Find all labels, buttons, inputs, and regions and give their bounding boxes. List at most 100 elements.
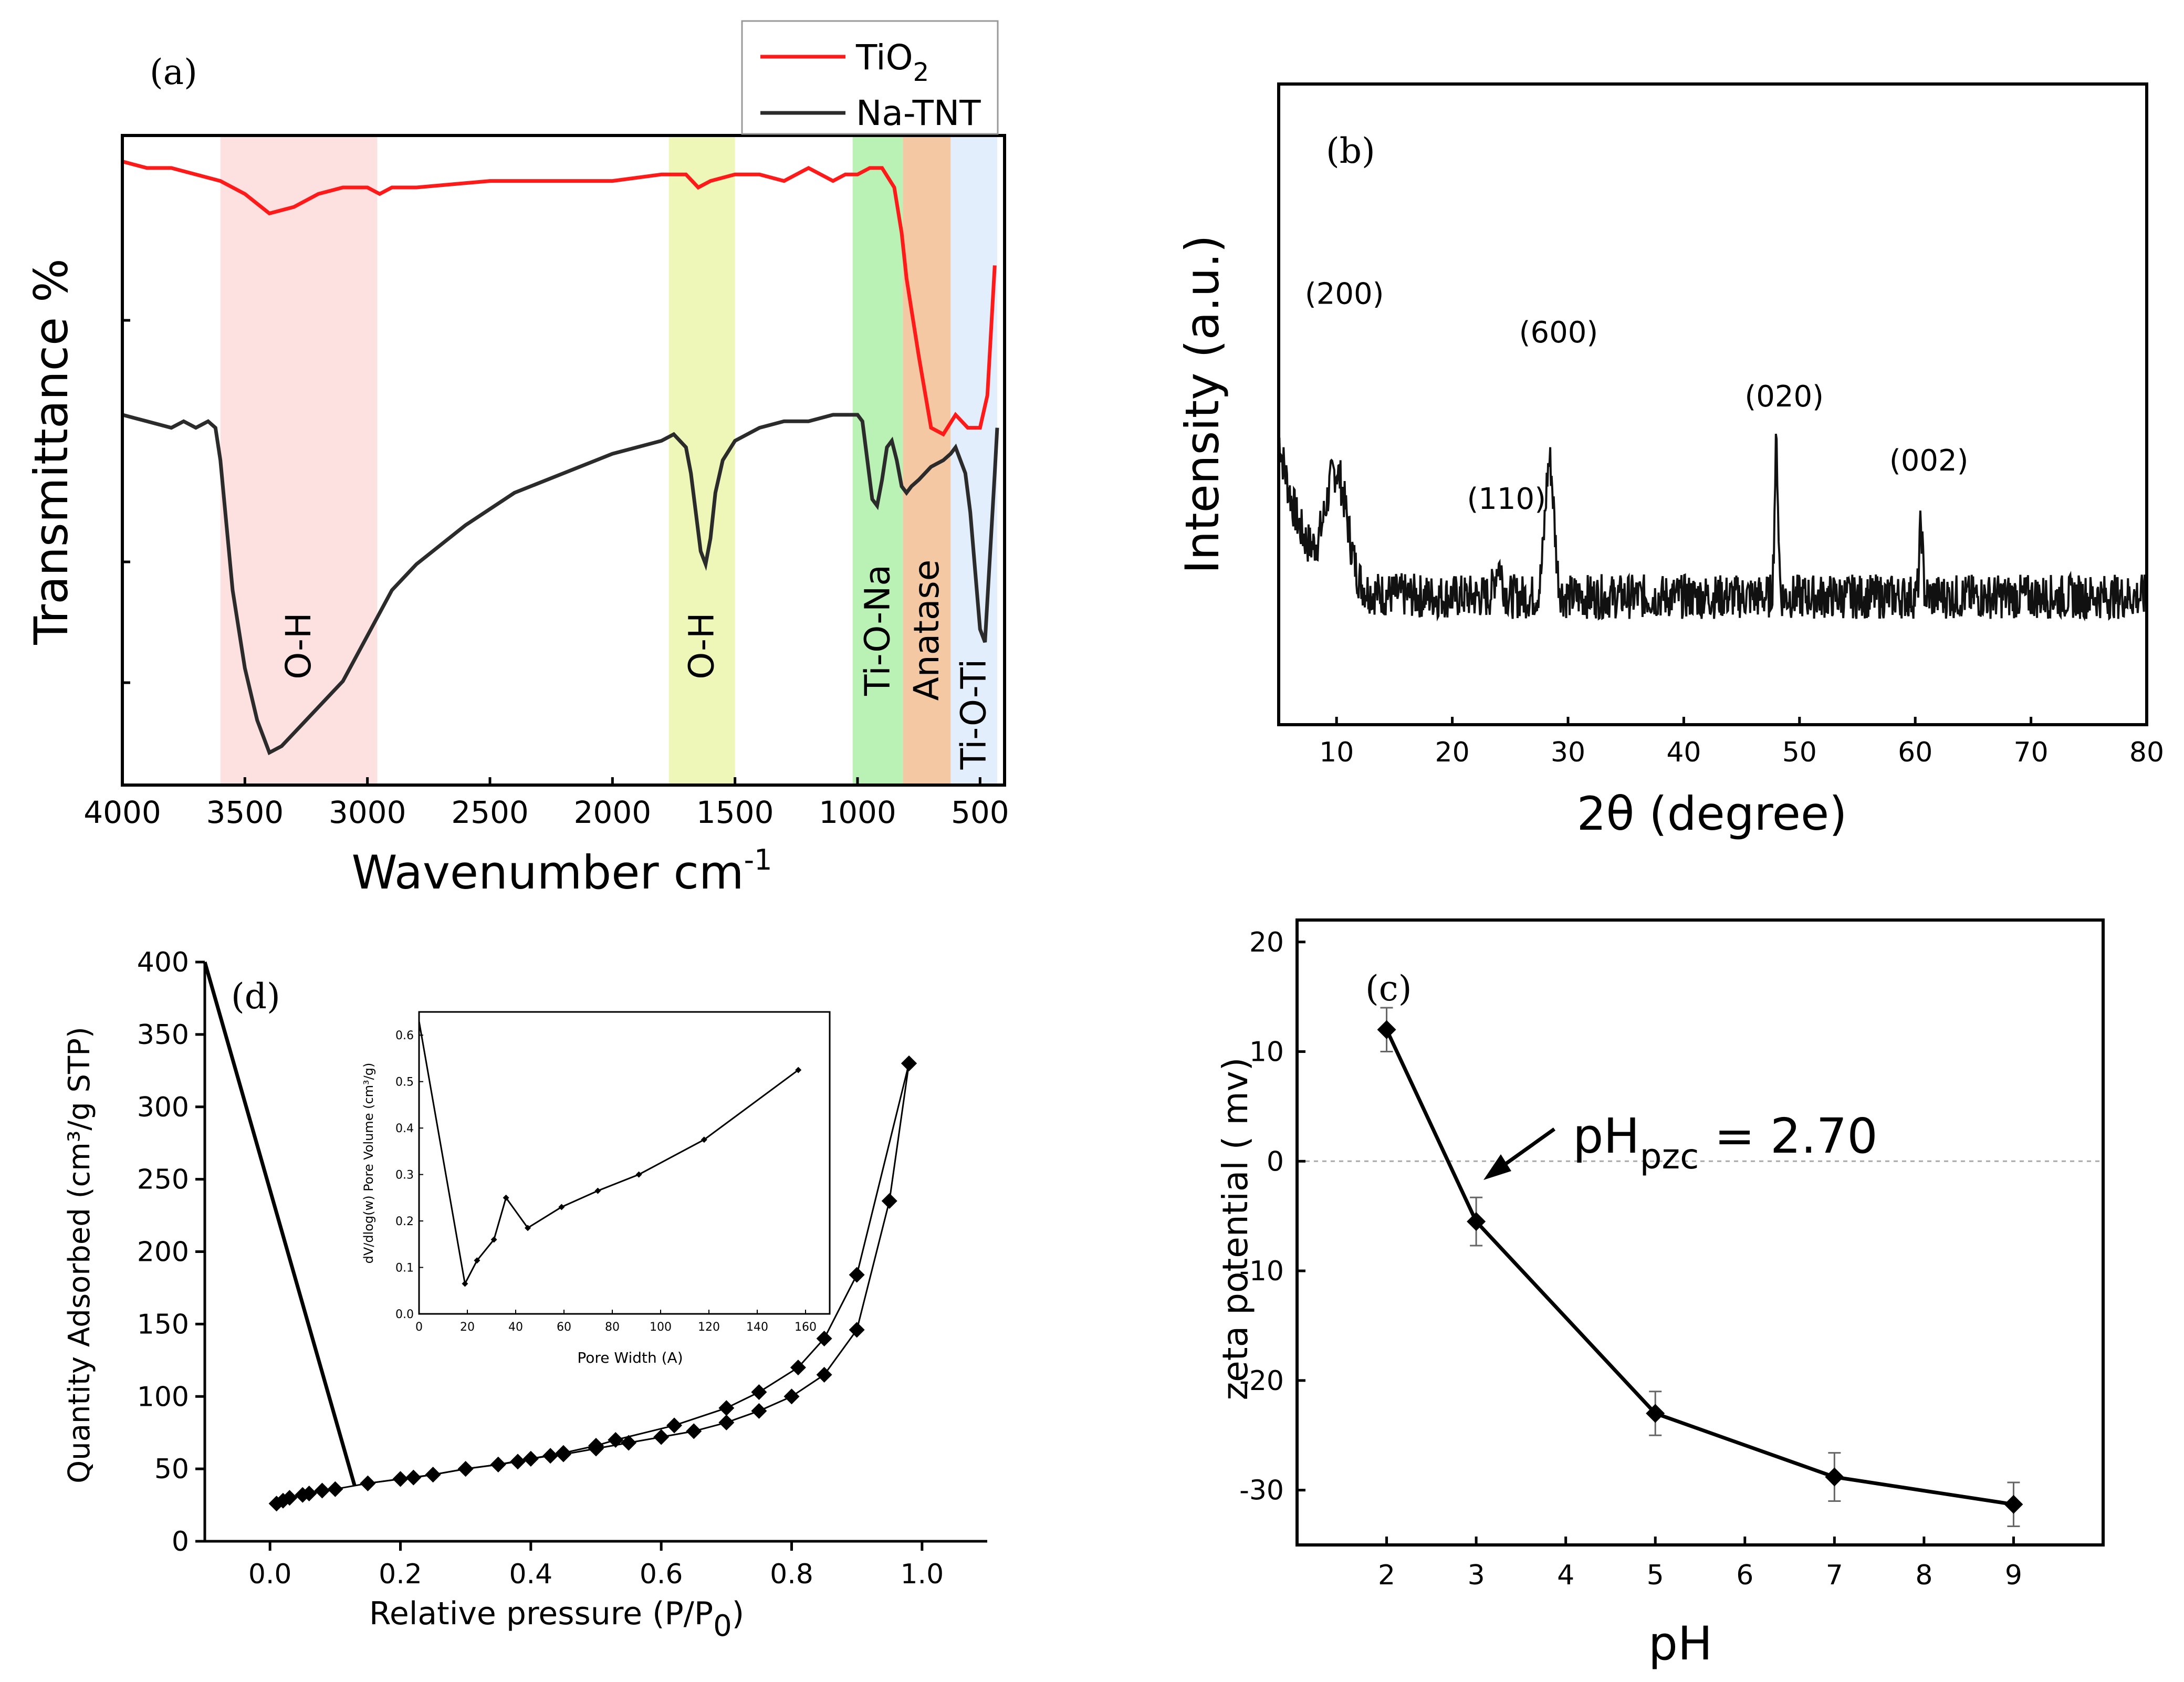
data-point [555, 1445, 571, 1461]
x-tick-label: 40 [1666, 737, 1701, 768]
x-tick-label: 1500 [696, 795, 774, 830]
inset-frame [418, 1011, 831, 1315]
zeta-points [1377, 1020, 2023, 1514]
inset-x-tick-label: 140 [746, 1321, 768, 1334]
data-point [751, 1384, 767, 1400]
inset-leader-line [203, 962, 357, 1487]
panel-b-xrd: 10 20 30 40 50 60 70 80 (200) (110) (600) (020) (00… [1175, 82, 2164, 841]
legend-label-tio2: TiO2 [855, 37, 929, 87]
band-region [668, 135, 735, 785]
peak-label: (200) [1305, 277, 1384, 311]
inset-data-point [594, 1187, 601, 1194]
x-axis-label-c: pH [1648, 1616, 1712, 1670]
x-tick-label: 80 [2129, 737, 2164, 768]
data-point [901, 1056, 917, 1072]
x-tick-label: 0.4 [509, 1559, 552, 1590]
data-point [360, 1475, 376, 1491]
data-point [816, 1366, 832, 1383]
panel-label-a: (a) [150, 52, 197, 92]
data-point [523, 1450, 539, 1467]
band-label: O-H [278, 612, 319, 679]
x-tick-label: 2000 [574, 795, 652, 830]
pzc-arrow-head [1483, 1154, 1511, 1180]
x-axis-label-b: 2θ (degree) [1577, 787, 1847, 841]
data-point [881, 1193, 897, 1209]
inset-y-tick-label: 0.3 [395, 1169, 414, 1182]
inset-y-ticks: 0.0 0.1 0.2 0.3 0.4 0.5 0.6 [395, 1029, 423, 1321]
peak-label: (110) [1467, 482, 1546, 516]
x-ticks-a: 4000 3500 3000 2500 2000 1500 1000 500 [83, 777, 1009, 830]
zeta-line [1385, 1029, 2014, 1507]
x-tick-label: 0.2 [379, 1559, 422, 1590]
data-point [686, 1423, 702, 1439]
x-tick-label: 3000 [329, 795, 406, 830]
y-tick-label: 250 [137, 1164, 189, 1196]
data-point [457, 1461, 474, 1477]
x-axis-label-a: Wavenumber cm-1 [352, 843, 772, 900]
inset-data-point [490, 1236, 497, 1243]
y-tick-label: 200 [137, 1237, 189, 1268]
inset-x-tick-label: 0 [415, 1321, 423, 1334]
x-tick-label: 8 [1915, 1560, 1932, 1591]
inset-y-tick-label: 0.4 [395, 1122, 414, 1135]
band-region [950, 135, 997, 785]
x-tick-label: 0.0 [248, 1559, 292, 1590]
x-tick-label: 30 [1551, 737, 1585, 768]
data-point [510, 1454, 526, 1470]
inset-data-point [462, 1280, 468, 1287]
pzc-arrow-shaft [1498, 1127, 1556, 1170]
inset-x-tick-label: 20 [460, 1321, 475, 1334]
y-tick-label: 300 [137, 1092, 189, 1123]
inset-y-tick-label: 0.2 [395, 1215, 414, 1228]
data-point [1377, 1020, 1396, 1039]
data-point [751, 1403, 767, 1419]
y-tick-label: -10 [1239, 1256, 1284, 1287]
y-axis-label-c: zeta potential ( mv) [1215, 1058, 1256, 1401]
band-label: Ti-O-Na [858, 565, 898, 696]
inset-x-tick-label: 40 [508, 1321, 523, 1334]
data-point [1646, 1404, 1665, 1423]
x-tick-label: 4000 [83, 795, 161, 830]
isotherm-points [268, 1056, 917, 1512]
x-tick-label: 2 [1378, 1560, 1395, 1591]
inset-y-tick-label: 0.0 [395, 1308, 414, 1321]
band-region [220, 135, 378, 785]
y-tick-label: -30 [1239, 1475, 1284, 1507]
inset-x-tick-label: 160 [795, 1321, 817, 1334]
inset-data-point [474, 1257, 480, 1264]
data-point [1825, 1467, 1844, 1487]
data-point [816, 1330, 832, 1346]
data-point [542, 1448, 559, 1464]
data-point [718, 1414, 735, 1430]
inset-y-tick-label: 0.5 [395, 1076, 414, 1089]
x-tick-label: 7 [1826, 1560, 1843, 1591]
x-tick-label: 9 [2005, 1560, 2022, 1591]
y-ticks-a [122, 319, 130, 684]
x-ticks-c: 2 3 4 5 6 7 8 9 [1378, 1537, 2022, 1591]
x-tick-label: 0.8 [770, 1559, 813, 1590]
x-ticks-d: 0.0 0.2 0.4 0.6 0.8 1.0 [248, 1541, 944, 1590]
band-label: Ti-O-Ti [954, 659, 994, 770]
data-point [2004, 1495, 2023, 1514]
y-axis-label-a: Transmittance % [24, 258, 78, 645]
legend-a: TiO2 Na-TNT [741, 20, 999, 135]
band-label: Anatase [906, 560, 947, 701]
data-point [301, 1486, 317, 1502]
inset-x-tick-label: 120 [698, 1321, 720, 1334]
inset-y-tick-label: 0.1 [395, 1262, 414, 1275]
inset-x-tick-label: 100 [650, 1321, 672, 1334]
inset-pore-distribution: 0.0 0.1 0.2 0.3 0.4 0.5 0.6 0 20 40 60 80 100 120 140… [361, 1011, 831, 1366]
data-point [490, 1456, 506, 1472]
y-tick-label: 20 [1249, 927, 1284, 958]
zeta-error-bars [1380, 1007, 2020, 1528]
y-tick-label: 0 [172, 1526, 189, 1558]
inset-data-point [795, 1067, 802, 1073]
data-point [653, 1429, 670, 1445]
xrd-peak-labels: (200) (110) (600) (020) (002) [1305, 277, 1969, 516]
inset-data-point [558, 1204, 565, 1210]
inset-x-ticks: 0 20 40 60 80 100 120 140 160 [415, 1310, 817, 1334]
x-tick-label: 2500 [451, 795, 529, 830]
plot-frame-b [1277, 82, 2148, 726]
panel-c-zeta: 20 10 0 -10 -20 -30 2 3 4 5 6 7 8 9 pHpzc = 2.70 (c)… [1215, 918, 2105, 1670]
data-point [783, 1388, 800, 1405]
